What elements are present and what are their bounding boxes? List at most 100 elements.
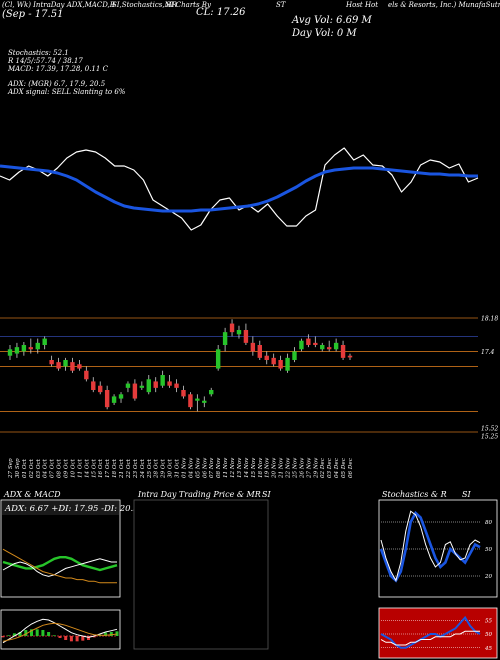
- candle: [49, 355, 54, 367]
- candle-body: [111, 396, 117, 403]
- adx-series-line: [2, 558, 117, 577]
- candle-body: [333, 342, 339, 350]
- candle: [292, 347, 297, 363]
- candle-body: [188, 394, 193, 408]
- candle-body: [347, 355, 353, 358]
- candle: [333, 338, 339, 352]
- stochastics-lines: 80 50 20: [379, 510, 492, 583]
- x-axis-date-label: 12 Nov: [230, 457, 236, 478]
- mrsi-series-line: [380, 630, 480, 646]
- stochastics-readout: Stochastics: 52.1: [8, 49, 69, 57]
- stoch-y-tick: 50: [485, 547, 492, 553]
- candle: [195, 394, 200, 412]
- x-axis-date-label: 18 Nov: [258, 457, 264, 478]
- candle: [7, 345, 13, 360]
- x-axis-date-label: 31 Oct: [175, 458, 181, 478]
- candle-body: [91, 381, 96, 390]
- x-axis-date-label: 17 Oct: [105, 458, 111, 478]
- price-line-plot: [0, 147, 479, 231]
- x-axis-date-label: 03 Oct: [36, 458, 42, 478]
- candle-body: [84, 370, 89, 380]
- candle-body: [195, 398, 200, 401]
- mrsi-y-tick: 45: [484, 646, 492, 652]
- x-axis-date-label: 25 Nov: [293, 457, 299, 479]
- candle-body: [306, 338, 311, 345]
- x-axis-date-label: 02 Oct: [29, 458, 35, 478]
- candle-body: [146, 379, 151, 393]
- candle: [278, 355, 283, 371]
- candle-body: [264, 355, 269, 360]
- x-axis-date-label: 04 Dec: [334, 457, 340, 478]
- candle-body: [28, 347, 34, 350]
- x-axis-date-label: 01 Oct: [22, 458, 28, 478]
- date-axis-labels: 27 Sep 30 Sep 01 Oct 02 Oct 03 Oct 04 Oct 07 O…: [8, 457, 354, 479]
- stoch-series-line: [380, 510, 481, 582]
- candle-body: [229, 323, 235, 333]
- intraday-panel-frame: [133, 499, 269, 650]
- adx-panel-title: ADX & MACD: [4, 490, 61, 499]
- stoch-y-tick: 80: [485, 520, 492, 526]
- candle: [257, 340, 262, 360]
- x-axis-date-label: 20 Nov: [272, 457, 278, 479]
- day-volume: Day Vol: 0 M: [292, 28, 357, 39]
- stochastics-panel-si: SI: [462, 490, 471, 499]
- mrsi-series-line: [380, 615, 481, 649]
- intraday-panel-title: Intra Day Trading Price & MR: [138, 490, 261, 499]
- x-axis-date-label: 24 Oct: [140, 458, 146, 479]
- adx-series-line: [2, 548, 117, 584]
- x-axis-date-label: 10 Oct: [70, 458, 76, 478]
- adx-lines: [2, 548, 118, 584]
- x-axis-date-label: 15 Nov: [251, 457, 257, 478]
- x-axis-date-label: 25 Oct: [147, 458, 153, 479]
- candle-body: [250, 342, 256, 352]
- x-axis-date-label: 29 Nov: [313, 457, 319, 479]
- candle: [181, 385, 186, 399]
- mrsi-lines: 55 50 45: [380, 615, 492, 652]
- candle-body: [125, 383, 131, 388]
- candle: [299, 338, 304, 352]
- candle: [306, 334, 311, 348]
- mrsi-y-tick: 50: [485, 632, 492, 638]
- candle-body: [236, 330, 242, 335]
- candle: [174, 379, 179, 393]
- candle: [209, 387, 214, 397]
- candle-body: [340, 345, 346, 358]
- header-company-2: els & Resorts, Inc.) MunafaSutra.com: [388, 1, 500, 9]
- stochastics-panel-title: Stochastics & R: [382, 490, 447, 499]
- candle: [285, 353, 290, 373]
- candle-body: [202, 400, 207, 403]
- candle: [139, 381, 145, 390]
- candle: [84, 366, 89, 382]
- candle: [153, 377, 158, 393]
- x-axis-date-label: 13 Nov: [237, 457, 243, 478]
- stoch-y-tick: 20: [484, 574, 492, 580]
- candle-body: [153, 381, 158, 388]
- x-axis-date-label: 04 Oct: [43, 458, 49, 478]
- candle: [236, 325, 242, 339]
- stoch-series-line: [379, 510, 481, 583]
- candle: [160, 370, 165, 388]
- candle-body: [271, 357, 276, 365]
- candle-body: [181, 390, 186, 397]
- candle: [111, 394, 117, 405]
- x-axis-date-label: 21 Nov: [279, 457, 285, 479]
- candle: [104, 385, 110, 410]
- adx-readout: ADX: (MGR) 6.7, 17.9, 20.5: [8, 80, 106, 88]
- candle: [340, 340, 346, 360]
- candle-body: [70, 362, 75, 371]
- macd-lines: [1, 618, 119, 644]
- candle: [146, 375, 151, 395]
- x-axis-date-label: 01 Nov: [182, 457, 188, 478]
- adx-readout-text: ADX: 6.67 +DI: 17.95 -DI: 20.51: [4, 504, 144, 514]
- candle-body: [292, 351, 297, 360]
- macd-series-line: [2, 618, 118, 644]
- candle-body: [215, 349, 221, 369]
- candle-body: [77, 364, 82, 369]
- candle-body: [299, 340, 304, 350]
- y-tick-label: 17.4: [481, 349, 495, 356]
- candle: [264, 351, 269, 365]
- x-axis-date-label: 28 Oct: [154, 458, 160, 479]
- adx-signal-readout: ADX signal: SELL Slanting to 6%: [8, 88, 126, 96]
- x-axis-date-label: 05 Dec: [341, 457, 347, 478]
- candle-body: [320, 345, 325, 350]
